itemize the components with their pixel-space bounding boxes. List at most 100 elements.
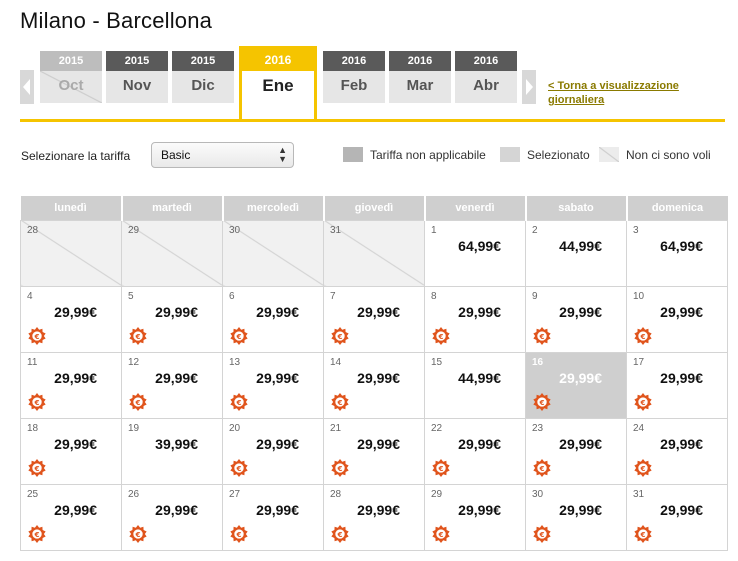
day-number: 26 (128, 488, 140, 500)
euro-promo-badge-icon: € (230, 326, 248, 345)
legend-swatch-grey (343, 147, 363, 162)
calendar-day-cell[interactable]: 21 29,99€ € (323, 417, 425, 485)
calendar-day-cell[interactable]: 29 29,99€ € (424, 483, 526, 551)
calendar-day-cell[interactable]: 3 64,99€ (626, 219, 728, 287)
month-tab-feb[interactable]: 2016 Feb (323, 51, 385, 103)
legend-label: Tariffa non applicabile (370, 147, 486, 162)
calendar-day-cell[interactable]: 14 29,99€ € (323, 351, 425, 419)
day-number: 20 (229, 422, 241, 434)
euro-promo-badge-icon: € (28, 524, 46, 543)
svg-text:€: € (538, 397, 544, 406)
day-number: 15 (431, 356, 443, 368)
euro-promo-badge-icon: € (432, 326, 450, 345)
calendar-day-cell[interactable]: 6 29,99€ € (222, 285, 324, 353)
day-number: 5 (128, 290, 134, 302)
day-number: 13 (229, 356, 241, 368)
day-number: 29 (431, 488, 443, 500)
euro-promo-badge-icon: € (129, 524, 147, 543)
month-tab-label: Dic (191, 77, 215, 94)
calendar-day-cell[interactable]: 13 29,99€ € (222, 351, 324, 419)
day-price: 29,99€ (155, 369, 198, 386)
calendar-day-cell[interactable]: 5 29,99€ € (121, 285, 223, 353)
fare-calendar: lunedì martedì mercoledì giovedì venerdì… (20, 196, 728, 551)
fare-select-value: Basic (161, 148, 191, 162)
calendar-day-cell[interactable]: 22 29,99€ € (424, 417, 526, 485)
calendar-day-cell[interactable]: 15 44,99€ (424, 351, 526, 419)
calendar-day-cell[interactable]: 31 29,99€ € (626, 483, 728, 551)
month-tab-nov[interactable]: 2015 Nov (106, 51, 168, 103)
calendar-day-cell[interactable]: 9 29,99€ € (525, 285, 627, 353)
calendar-week-row: 18 29,99€ €19 39,99€ 20 29,99€ €21 29,99€ €22 29,… (20, 417, 728, 485)
euro-promo-badge-icon: € (28, 326, 46, 345)
euro-promo-badge-icon: € (533, 392, 551, 411)
back-to-daily-view-link[interactable]: < Torna a visualizzazione giornaliera (548, 80, 679, 106)
calendar-day-cell[interactable]: 19 39,99€ (121, 417, 223, 485)
calendar-day-cell[interactable]: 8 29,99€ € (424, 285, 526, 353)
day-number: 30 (532, 488, 544, 500)
weekday-header: giovedì (323, 196, 426, 220)
euro-promo-badge-icon: € (28, 458, 46, 477)
calendar-week-row: 25 29,99€ €26 29,99€ €27 29,99€ €28 29,99€ €29 29… (20, 483, 728, 551)
chevron-left-icon[interactable] (20, 70, 34, 104)
euro-promo-badge-icon: € (129, 326, 147, 345)
svg-text:€: € (134, 529, 140, 538)
legend-selected: Selezionato (500, 147, 590, 162)
month-tab-dic[interactable]: 2015 Dic (172, 51, 234, 103)
calendar-day-cell[interactable]: 28 29,99€ € (323, 483, 425, 551)
calendar-day-cell[interactable]: 30 29,99€ € (525, 483, 627, 551)
euro-promo-badge-icon: € (432, 524, 450, 543)
calendar-day-cell[interactable]: 26 29,99€ € (121, 483, 223, 551)
day-price: 29,99€ (155, 303, 198, 320)
weekday-header: sabato (525, 196, 628, 220)
svg-text:€: € (538, 529, 544, 538)
day-price: 29,99€ (458, 435, 501, 452)
month-tab-mar[interactable]: 2016 Mar (389, 51, 451, 103)
calendar-day-cell[interactable]: 17 29,99€ € (626, 351, 728, 419)
fare-select[interactable]: Basic ▲ ▼ (151, 142, 294, 168)
svg-text:€: € (336, 331, 342, 340)
calendar-day-cell[interactable]: 4 29,99€ € (20, 285, 122, 353)
day-number: 17 (633, 356, 645, 368)
chevron-right-icon[interactable] (522, 70, 536, 104)
calendar-day-cell[interactable]: 23 29,99€ € (525, 417, 627, 485)
calendar-day-cell[interactable]: 1 64,99€ (424, 219, 526, 287)
svg-text:€: € (639, 529, 645, 538)
calendar-day-cell[interactable]: 24 29,99€ € (626, 417, 728, 485)
month-tab-ene[interactable]: 2016 Ene (239, 46, 317, 122)
euro-promo-badge-icon: € (432, 458, 450, 477)
calendar-day-cell[interactable]: 11 29,99€ € (20, 351, 122, 419)
weekday-header: mercoledì (222, 196, 325, 220)
day-number: 8 (431, 290, 437, 302)
euro-promo-badge-icon: € (230, 458, 248, 477)
day-price: 29,99€ (559, 369, 602, 386)
day-price: 29,99€ (256, 501, 299, 518)
month-tab-year: 2016 (323, 51, 385, 71)
euro-promo-badge-icon: € (634, 326, 652, 345)
day-price: 29,99€ (357, 435, 400, 452)
day-price: 29,99€ (660, 435, 703, 452)
legend-label: Selezionato (527, 147, 590, 162)
calendar-day-cell[interactable]: 2 44,99€ (525, 219, 627, 287)
calendar-day-cell[interactable]: 20 29,99€ € (222, 417, 324, 485)
calendar-day-cell[interactable]: 10 29,99€ € (626, 285, 728, 353)
calendar-day-cell[interactable]: 25 29,99€ € (20, 483, 122, 551)
calendar-week-row: 11 29,99€ €12 29,99€ € 13 29,99€ €14 29,99€ €15 44… (20, 351, 728, 419)
svg-text:€: € (639, 397, 645, 406)
calendar-day-cell[interactable]: 16 29,99€ € (525, 351, 627, 419)
day-price: 29,99€ (256, 369, 299, 386)
calendar-day-cell[interactable]: 27 29,99€ € (222, 483, 324, 551)
day-price: 29,99€ (660, 501, 703, 518)
day-number: 19 (128, 422, 140, 434)
day-number: 25 (27, 488, 39, 500)
month-tab-abr[interactable]: 2016 Abr (455, 51, 517, 103)
day-price: 29,99€ (54, 435, 97, 452)
calendar-day-cell[interactable]: 12 29,99€ € (121, 351, 223, 419)
day-number: 23 (532, 422, 544, 434)
day-number: 31 (633, 488, 645, 500)
month-tab-year: 2015 (40, 51, 102, 71)
calendar-week-row: 4 29,99€ € 5 29,99€ €6 29,99€ €7 29,99€ €8 29,99€ €… (20, 285, 728, 353)
day-price: 29,99€ (559, 435, 602, 452)
calendar-day-cell: 30 (222, 219, 324, 287)
calendar-day-cell[interactable]: 7 29,99€ € (323, 285, 425, 353)
calendar-day-cell[interactable]: 18 29,99€ € (20, 417, 122, 485)
